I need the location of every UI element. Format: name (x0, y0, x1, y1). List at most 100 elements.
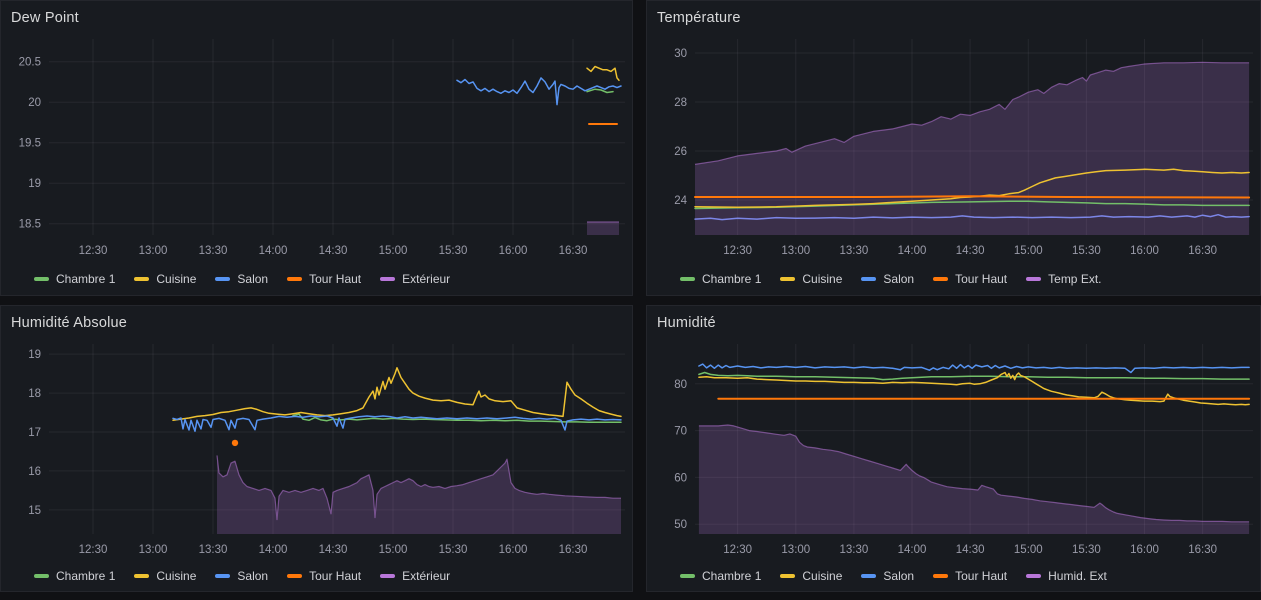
panel-title-humidite-absolue[interactable]: Humidité Absolue (11, 315, 128, 331)
x-tick-label: 15:00 (1014, 245, 1043, 257)
x-tick-label: 16:00 (499, 544, 528, 556)
legend-item-cuisine[interactable]: Cuisine (780, 569, 842, 583)
legend-item-chambre-1[interactable]: Chambre 1 (34, 272, 115, 286)
humidite-absolue-chart[interactable]: 15 16 17 18 19 12:30 13:00 13:30 14:00 14:30 15:00… (1, 332, 632, 564)
legend-color-chip (933, 574, 949, 578)
legend-color-chip (680, 276, 695, 281)
legend-item-tour-haut[interactable]: Tour Haut (287, 272, 361, 286)
legend-color-chip (215, 574, 231, 578)
temperature-temp-ext-area (695, 62, 1250, 235)
legend-label: Extérieur (402, 569, 451, 583)
y-tick-label: 18.5 (19, 219, 41, 231)
legend-item-temp-ext[interactable]: Temp Ext. (1026, 271, 1102, 286)
y-tick-label: 26 (674, 146, 687, 158)
legend-color-chip (861, 574, 877, 578)
legend-item-tour-haut[interactable]: Tour Haut (933, 272, 1007, 286)
legend-color-chip (780, 574, 796, 578)
x-tick-label: 14:00 (259, 544, 288, 556)
x-tick-label: 16:00 (1130, 544, 1159, 556)
x-tick-label: 12:30 (723, 544, 752, 556)
legend-item-salon[interactable]: Salon (215, 272, 268, 286)
x-tick-label: 14:30 (956, 544, 985, 556)
humidite-chart[interactable]: 50 60 70 80 12:30 13:00 13:30 14:00 14:30 15:00 15… (647, 332, 1260, 564)
dew-point-salon-line (456, 77, 622, 106)
temperature-temp-ext-edge (694, 61, 1250, 165)
panel-header: Humidité (647, 306, 1260, 332)
x-tick-label: 13:00 (139, 245, 168, 257)
y-tick-label: 19.5 (19, 138, 41, 150)
dew-point-chart[interactable]: 18.5 19 19.5 20 20.5 12:30 13:00 13:30 14:00 14:3… (1, 27, 632, 265)
legend-item-cuisine[interactable]: Cuisine (134, 569, 196, 583)
panel-dew-point: Dew Point 18.5 19 19.5 20 20.5 12:30 13:00 13:3… (0, 0, 633, 296)
x-tick-label: 15:30 (1072, 245, 1101, 257)
legend-label: Tour Haut (309, 271, 362, 286)
x-tick-label: 12:30 (79, 544, 108, 556)
x-tick-label: 14:30 (956, 245, 985, 257)
x-tick-label: 14:30 (319, 245, 348, 257)
legend-color-chip (861, 276, 877, 281)
legend-color-chip (287, 574, 303, 578)
legend-label: Humid. Ext (1048, 569, 1107, 583)
x-tick-label: 15:00 (1014, 544, 1043, 556)
temperature-salon-line (694, 213, 1250, 221)
legend-item-cuisine[interactable]: Cuisine (780, 272, 842, 286)
humidite-absolue-cuisine-line (172, 367, 622, 422)
y-tick-label: 19 (28, 178, 41, 190)
temperature-legend: Chambre 1 Cuisine Salon Tour Haut Temp Ext. (647, 265, 1260, 295)
panel-header: Température (647, 1, 1260, 27)
legend-label: Cuisine (156, 569, 197, 583)
legend-label: Tour Haut (955, 569, 1008, 583)
legend-item-salon[interactable]: Salon (861, 272, 914, 286)
x-tick-label: 16:30 (1188, 544, 1217, 556)
y-tick-label: 28 (674, 97, 687, 109)
legend-label: Extérieur (402, 271, 451, 286)
legend-color-chip (215, 276, 231, 281)
legend-color-chip (380, 276, 396, 281)
legend-label: Cuisine (802, 569, 843, 583)
x-tick-label: 14:00 (259, 245, 288, 257)
legend-color-chip (34, 574, 49, 578)
x-tick-label: 15:30 (439, 544, 468, 556)
legend-item-tour-haut[interactable]: Tour Haut (287, 569, 361, 583)
legend-label: Cuisine (156, 271, 197, 286)
legend-color-chip (680, 574, 695, 578)
legend-item-chambre-1[interactable]: Chambre 1 (34, 569, 115, 583)
y-tick-label: 17 (28, 427, 41, 439)
humidite-cuisine-line (698, 371, 1250, 406)
humidite-absolue-salon-line (172, 415, 622, 432)
x-tick-label: 16:00 (1130, 245, 1159, 257)
x-tick-label: 16:30 (559, 544, 588, 556)
legend-item-tour-haut[interactable]: Tour Haut (933, 569, 1007, 583)
legend-item-chambre-1[interactable]: Chambre 1 (680, 272, 761, 286)
y-tick-label: 15 (28, 505, 41, 517)
legend-item-exterieur[interactable]: Extérieur (380, 569, 450, 583)
y-tick-label: 30 (674, 48, 687, 60)
legend-item-humid-ext[interactable]: Humid. Ext (1026, 569, 1107, 583)
legend-color-chip (287, 276, 303, 281)
legend-item-cuisine[interactable]: Cuisine (134, 272, 196, 286)
humidite-humid-ext-area (698, 425, 1250, 534)
x-tick-label: 13:00 (781, 544, 810, 556)
panel-title-temperature[interactable]: Température (657, 10, 741, 26)
panel-title-dew-point[interactable]: Dew Point (11, 10, 79, 26)
humidite-absolue-exterieur-area (217, 455, 621, 534)
x-tick-label: 15:30 (1072, 544, 1101, 556)
legend-item-exterieur[interactable]: Extérieur (380, 272, 450, 286)
legend-item-salon[interactable]: Salon (215, 569, 268, 583)
x-tick-label: 13:30 (199, 544, 228, 556)
x-tick-label: 15:00 (379, 544, 408, 556)
legend-color-chip (34, 276, 49, 281)
panel-title-humidite[interactable]: Humidité (657, 315, 716, 331)
legend-item-chambre-1[interactable]: Chambre 1 (680, 569, 761, 583)
legend-label: Temp Ext. (1048, 271, 1102, 286)
legend-item-salon[interactable]: Salon (861, 569, 914, 583)
y-tick-label: 20 (28, 97, 41, 109)
legend-label: Tour Haut (309, 569, 362, 583)
y-tick-label: 60 (674, 472, 687, 484)
dew-point-exterieur-area (587, 222, 619, 235)
legend-label: Salon (883, 271, 915, 286)
temperature-chart[interactable]: 24 26 28 30 12:30 13:00 13:30 14:00 14:30 15:00 15… (647, 27, 1260, 265)
humidite-absolue-legend: Chambre 1 Cuisine Salon Tour Haut Extérieur (1, 564, 632, 591)
legend-label: Chambre 1 (702, 569, 762, 583)
